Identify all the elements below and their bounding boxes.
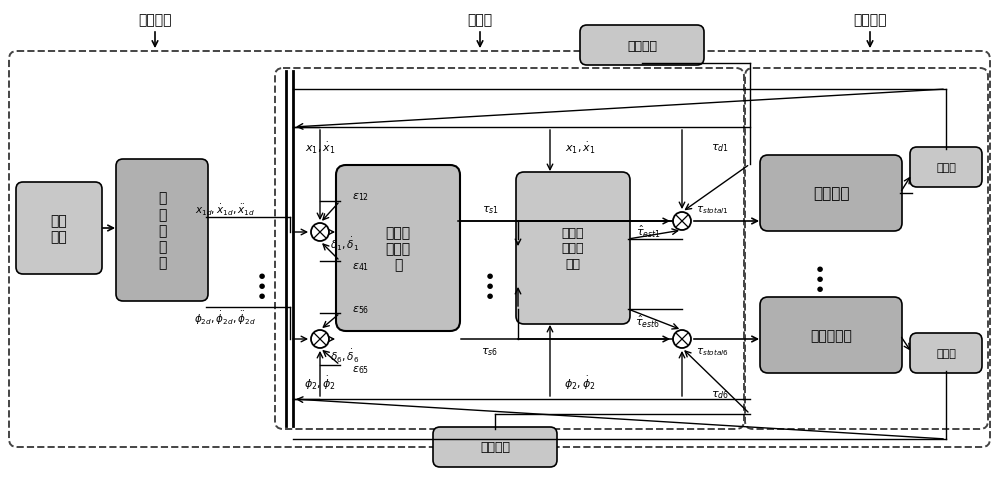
FancyBboxPatch shape [516,173,630,324]
Circle shape [311,224,329,242]
FancyBboxPatch shape [760,156,902,231]
Text: $\tau_{d1}$: $\tau_{d1}$ [711,142,729,153]
Text: 第二主动轮: 第二主动轮 [810,328,852,342]
Text: 同步滑
模控制
器: 同步滑 模控制 器 [385,226,411,272]
Text: $x_{1d},\dot{x}_{1d},\ddot{x}_{1d}$: $x_{1d},\dot{x}_{1d},\ddot{x}_{1d}$ [195,202,255,217]
Text: $\hat{\tau}_{est1}$: $\hat{\tau}_{est1}$ [636,224,660,240]
FancyBboxPatch shape [910,333,982,373]
Circle shape [673,330,691,348]
Text: $\tau_{stotal6}$: $\tau_{stotal6}$ [696,346,729,357]
FancyBboxPatch shape [580,26,704,66]
Text: $x_1,\dot{x}_1$: $x_1,\dot{x}_1$ [565,140,595,155]
FancyBboxPatch shape [760,297,902,373]
FancyBboxPatch shape [910,148,982,188]
Circle shape [311,330,329,348]
Text: $\varepsilon_{12}$: $\varepsilon_{12}$ [352,191,369,202]
Text: 运
动
学
反
解: 运 动 学 反 解 [158,191,166,270]
Text: $\bullet$: $\bullet$ [255,265,265,284]
Text: $\varepsilon_{56}$: $\varepsilon_{56}$ [352,303,369,315]
Text: $\bullet$: $\bullet$ [255,285,265,304]
Text: $\varepsilon_{41}$: $\varepsilon_{41}$ [352,260,369,272]
Text: $\delta_6,\dot{\delta}_6$: $\delta_6,\dot{\delta}_6$ [330,347,359,364]
Text: $\hat{\tau}_{est6}$: $\hat{\tau}_{est6}$ [635,313,661,330]
Text: 外界干扰: 外界干扰 [480,440,510,454]
Text: $\phi_{2d},\dot{\phi}_{2d},\ddot{\phi}_{2d}$: $\phi_{2d},\dot{\phi}_{2d},\ddot{\phi}_{… [194,309,256,326]
Text: $\phi_2,\dot{\phi}_2$: $\phi_2,\dot{\phi}_2$ [304,374,336,391]
Text: 混联机构: 混联机构 [853,13,887,27]
Text: 非线性
扰动观
测器: 非线性 扰动观 测器 [562,227,584,270]
Text: 控制器: 控制器 [467,13,493,27]
Text: $x_1,\dot{x}_1$: $x_1,\dot{x}_1$ [305,140,335,155]
Text: $\varepsilon_{65}$: $\varepsilon_{65}$ [352,363,369,375]
Text: 第一滑块: 第一滑块 [813,186,849,201]
Text: 编码器: 编码器 [936,348,956,358]
Text: $\phi_2,\dot{\phi}_2$: $\phi_2,\dot{\phi}_2$ [564,374,596,391]
FancyBboxPatch shape [336,166,460,332]
Text: $\bullet$: $\bullet$ [483,265,493,284]
Text: $\tau_{stotal1}$: $\tau_{stotal1}$ [696,204,729,215]
Text: 系统输入: 系统输入 [138,13,172,27]
Text: $\bullet$: $\bullet$ [813,268,823,287]
Text: 期望
轨迹: 期望 轨迹 [51,213,67,243]
Text: $\bullet$: $\bullet$ [813,278,823,297]
Text: $\tau_{s1}$: $\tau_{s1}$ [482,204,498,215]
Text: $\bullet$: $\bullet$ [483,275,493,294]
FancyBboxPatch shape [16,182,102,274]
Text: $\tau_{d6}$: $\tau_{d6}$ [711,388,729,400]
Text: $\tau_{s6}$: $\tau_{s6}$ [481,346,499,357]
Text: $\bullet$: $\bullet$ [483,285,493,304]
Text: 编码器: 编码器 [936,163,956,173]
Text: $\delta_1,\dot{\delta}_1$: $\delta_1,\dot{\delta}_1$ [330,235,359,252]
FancyBboxPatch shape [116,160,208,302]
Text: 外界干扰: 外界干扰 [627,39,657,52]
FancyBboxPatch shape [433,427,557,467]
Text: $\bullet$: $\bullet$ [255,275,265,294]
Text: $\bullet$: $\bullet$ [813,258,823,277]
Circle shape [673,212,691,230]
